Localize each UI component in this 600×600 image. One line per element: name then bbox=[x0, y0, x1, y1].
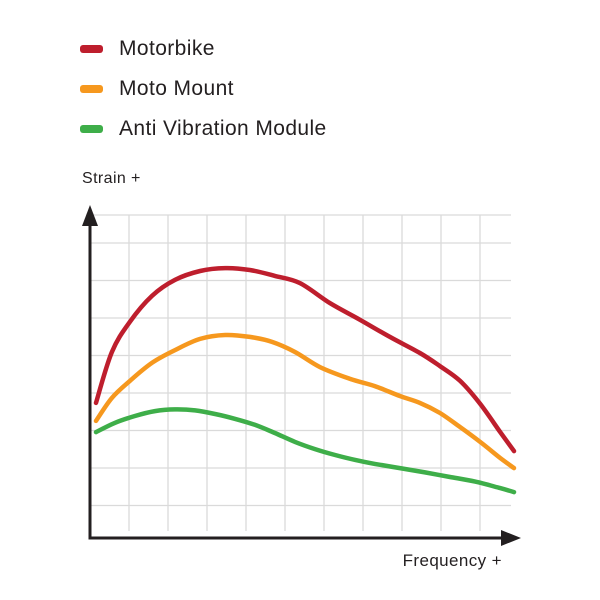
legend-label-moto-mount: Moto Mount bbox=[119, 77, 234, 100]
legend-label-anti-vibration-module: Anti Vibration Module bbox=[119, 117, 327, 140]
data-curves bbox=[93, 265, 517, 495]
legend-item-anti-vibration-module: Anti Vibration Module bbox=[80, 116, 327, 142]
axis-arrows bbox=[82, 205, 521, 546]
y-axis-label: Strain + bbox=[82, 170, 141, 187]
x-axis-label: Frequency + bbox=[402, 551, 502, 570]
legend-item-motorbike: Motorbike bbox=[80, 36, 327, 62]
chart-legend: Motorbike Moto Mount Anti Vibration Modu… bbox=[80, 36, 327, 142]
legend-item-moto-mount: Moto Mount bbox=[80, 76, 327, 102]
legend-label-motorbike: Motorbike bbox=[119, 37, 215, 60]
motorbike-curve bbox=[93, 265, 517, 454]
legend-swatch-motorbike bbox=[80, 45, 103, 53]
legend-swatch-anti-vibration-module bbox=[80, 125, 103, 133]
legend-swatch-moto-mount bbox=[80, 85, 103, 93]
anti-vibration-module-curve bbox=[93, 407, 517, 495]
moto-mount-curve bbox=[93, 332, 517, 471]
